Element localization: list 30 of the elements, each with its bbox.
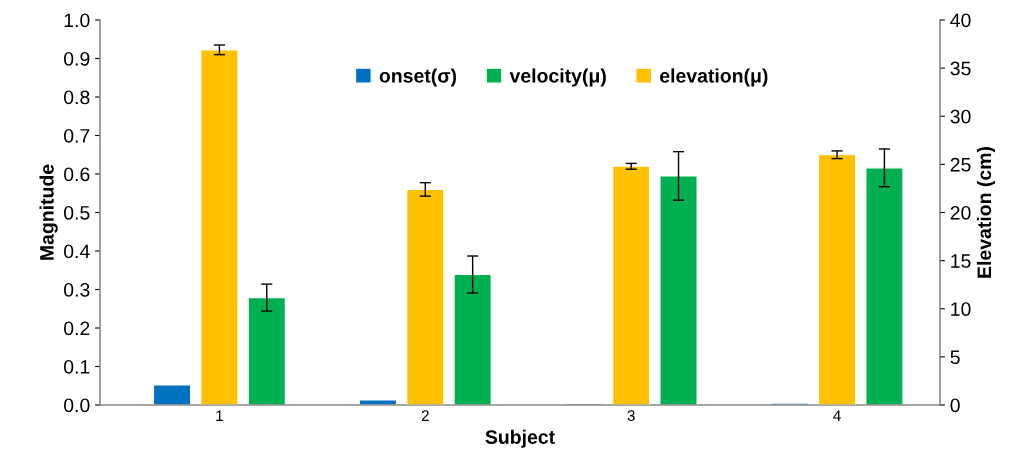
y-tick-label: 0.1 <box>64 359 90 374</box>
y2-tick-label: 25 <box>950 157 971 172</box>
y-tick-label: 0.6 <box>64 167 90 182</box>
y-axis-title: Magnitude <box>39 164 58 260</box>
x-axis-title: Subject <box>485 429 555 448</box>
legend-label: velocity(μ) <box>509 68 606 87</box>
x-tick-label: 2 <box>421 410 429 421</box>
y-tick-label: 0.2 <box>64 321 90 336</box>
y2-tick-label: 0 <box>950 398 960 413</box>
y2-tick-label: 40 <box>950 13 971 28</box>
y2-tick-label: 35 <box>950 61 971 76</box>
y2-tick-label: 15 <box>951 254 971 268</box>
x-tick-label: 3 <box>627 410 635 422</box>
y2-tick-label: 20 <box>950 205 971 220</box>
y2-tick-label: 30 <box>950 109 971 124</box>
y-tick-label: 0.7 <box>64 128 90 143</box>
y-tick-label: 0.8 <box>64 90 90 105</box>
y-tick-label: 0.9 <box>64 51 90 66</box>
x-tick-label: 4 <box>833 410 841 421</box>
y2-tick-label: 5 <box>950 350 960 365</box>
y-tick-label: 0.3 <box>64 282 90 297</box>
legend-label: onset(σ) <box>379 68 457 87</box>
y-tick-label: 1.0 <box>64 13 90 28</box>
y2-axis-title: Elevation (cm) <box>976 147 996 278</box>
y-tick-label: 0.0 <box>64 398 90 413</box>
y-tick-label: 0.4 <box>64 244 90 259</box>
legend-label: elevation(μ) <box>660 68 768 87</box>
y2-tick-label: 10 <box>951 302 971 316</box>
y-tick-label: 0.5 <box>64 205 90 220</box>
x-tick-label: 1 <box>216 410 223 421</box>
